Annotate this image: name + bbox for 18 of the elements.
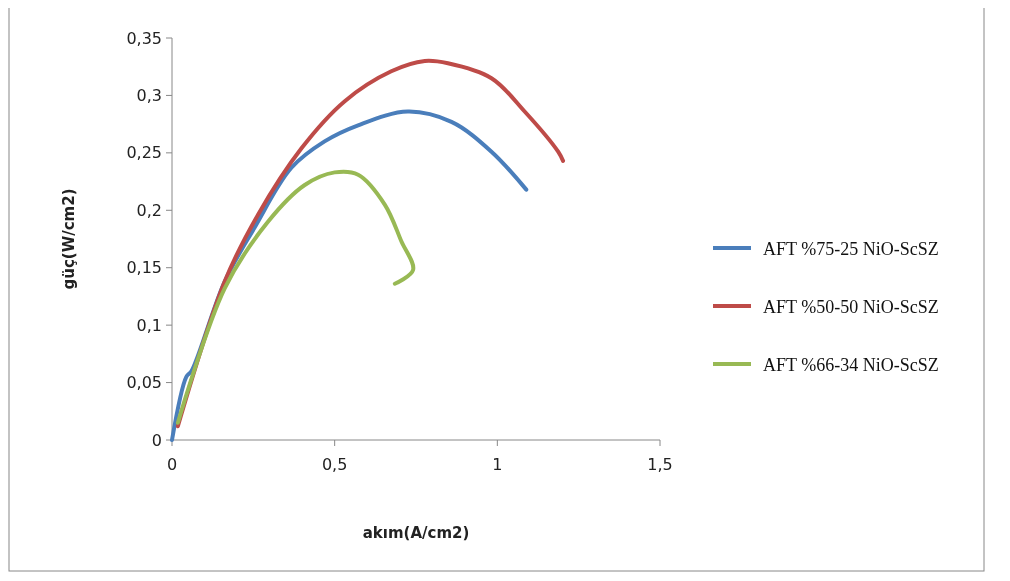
y-tick-label: 0,2 bbox=[136, 200, 162, 220]
line-series bbox=[175, 169, 416, 425]
x-tick-label: 0,5 bbox=[321, 455, 348, 474]
y-axis-title: güç(W/cm2) bbox=[60, 188, 78, 290]
y-tick-label: 0,25 bbox=[126, 143, 162, 163]
legend-label: AFT %66-34 NiO-ScSZ bbox=[763, 355, 939, 375]
legend-label: AFT %75-25 NiO-ScSZ bbox=[763, 239, 939, 259]
x-axis-title: akım(A/cm2) bbox=[362, 524, 470, 542]
y-tick-label: 0 bbox=[151, 430, 162, 450]
x-tick-label: 1 bbox=[492, 455, 503, 474]
legend-label: AFT %50-50 NiO-ScSZ bbox=[763, 297, 939, 317]
y-tick-label: 0,35 bbox=[126, 28, 162, 48]
y-tick-label: 0,1 bbox=[136, 315, 162, 335]
x-tick-label: 1,5 bbox=[647, 455, 673, 474]
x-tick-label: 0 bbox=[166, 455, 178, 474]
y-tick-label: 0,3 bbox=[136, 86, 162, 106]
y-tick-label: 0,05 bbox=[126, 373, 162, 393]
y-tick-label: 0,15 bbox=[126, 258, 162, 278]
